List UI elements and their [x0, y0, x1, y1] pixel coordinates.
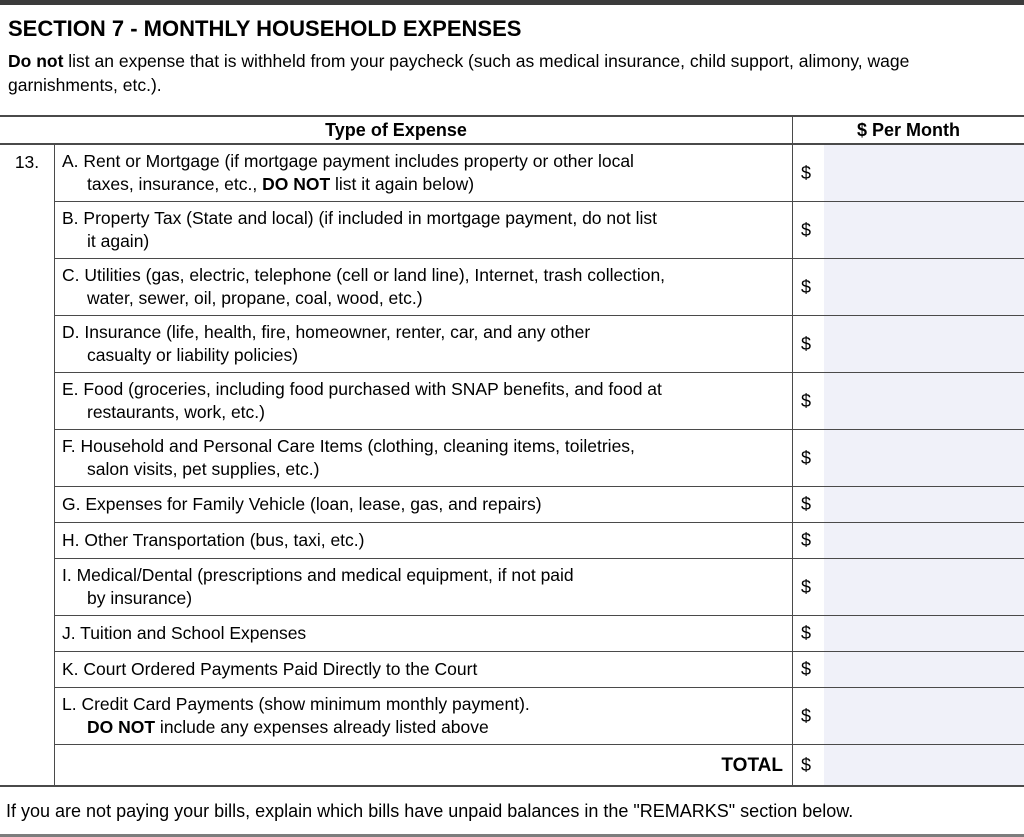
expense-row-J: J. Tuition and School Expenses $	[55, 616, 1024, 652]
expense-label-line: taxes, insurance, etc., DO NOT list it a…	[87, 174, 475, 194]
amount-cell-K: $	[792, 652, 1024, 687]
expense-row-K: K. Court Ordered Payments Paid Directly …	[55, 652, 1024, 688]
expense-label-K: K. Court Ordered Payments Paid Directly …	[55, 652, 792, 687]
expense-label-C: C. Utilities (gas, electric, telephone (…	[55, 259, 792, 315]
dollar-sign: $	[801, 219, 812, 240]
expense-label-line: L. Credit Card Payments (show minimum mo…	[62, 694, 530, 714]
expense-row-I: I. Medical/Dental (prescriptions and med…	[55, 559, 1024, 616]
amount-cell-B: $	[792, 202, 1024, 258]
dollar-sign: $	[801, 276, 812, 297]
expense-row-E: E. Food (groceries, including food purch…	[55, 373, 1024, 430]
expense-label-line: K. Court Ordered Payments Paid Directly …	[62, 659, 478, 679]
expense-label-line: by insurance)	[87, 588, 193, 608]
expense-label-G: G. Expenses for Family Vehicle (loan, le…	[55, 487, 792, 522]
footer-note: If you are not paying your bills, explai…	[6, 801, 854, 821]
amount-cell-J: $	[792, 616, 1024, 651]
expense-label-B: B. Property Tax (State and local) (if in…	[55, 202, 792, 258]
total-amount-cell: $	[792, 745, 1024, 785]
dollar-sign: $	[801, 530, 812, 550]
dollar-sign: $	[801, 705, 812, 726]
expense-label-line: DO NOT include any expenses already list…	[87, 717, 489, 737]
amount-cell-D: $	[792, 316, 1024, 372]
amount-field-F[interactable]	[824, 430, 1024, 486]
expense-label-line: it again)	[87, 231, 150, 251]
dollar-sign: $	[801, 576, 812, 597]
amount-field-D[interactable]	[824, 316, 1024, 372]
expense-label-H: H. Other Transportation (bus, taxi, etc.…	[55, 523, 792, 558]
amount-field-J[interactable]	[824, 616, 1024, 651]
amount-field-A[interactable]	[824, 145, 1024, 201]
expense-label-F: F. Household and Personal Care Items (cl…	[55, 430, 792, 486]
dollar-sign: $	[801, 754, 812, 775]
expense-row-F: F. Household and Personal Care Items (cl…	[55, 430, 1024, 487]
expense-label-line: A. Rent or Mortgage (if mortgage payment…	[62, 151, 634, 171]
expense-row-D: D. Insurance (life, health, fire, homeow…	[55, 316, 1024, 373]
total-row: TOTAL $	[55, 745, 1024, 785]
expense-label-line: casualty or liability policies)	[87, 345, 299, 365]
amount-cell-G: $	[792, 487, 1024, 522]
expense-rows: A. Rent or Mortgage (if mortgage payment…	[55, 145, 1024, 785]
expense-label-line: salon visits, pet supplies, etc.)	[87, 459, 320, 479]
expense-label-line: F. Household and Personal Care Items (cl…	[62, 436, 635, 456]
dollar-sign: $	[801, 659, 812, 679]
amount-field-I[interactable]	[824, 559, 1024, 615]
dollar-sign: $	[801, 494, 812, 514]
total-label: TOTAL	[721, 754, 783, 776]
section-divider-bottom	[0, 834, 1024, 837]
dollar-sign: $	[801, 162, 812, 183]
amount-cell-E: $	[792, 373, 1024, 429]
amount-field-G[interactable]	[824, 487, 1024, 522]
amount-field-C[interactable]	[824, 259, 1024, 315]
expense-label-line: H. Other Transportation (bus, taxi, etc.…	[62, 530, 365, 550]
amount-field-E[interactable]	[824, 373, 1024, 429]
dollar-sign: $	[801, 390, 812, 411]
table-header-row: Type of Expense $ Per Month	[0, 117, 1024, 145]
amount-field-H[interactable]	[824, 523, 1024, 558]
intro-rest-text: list an expense that is withheld from yo…	[8, 51, 910, 95]
intro-bold-text: Do not	[8, 51, 64, 71]
amount-field-L[interactable]	[824, 688, 1024, 744]
expense-label-line: E. Food (groceries, including food purch…	[62, 379, 662, 399]
expense-label-line: B. Property Tax (State and local) (if in…	[62, 208, 657, 228]
intro-paragraph: Do not list an expense that is withheld …	[8, 49, 988, 97]
item-number: 13.	[0, 145, 55, 785]
expense-row-H: H. Other Transportation (bus, taxi, etc.…	[55, 523, 1024, 559]
amount-cell-A: $	[792, 145, 1024, 201]
column-header-type-of-expense: Type of Expense	[325, 120, 467, 140]
amount-cell-F: $	[792, 430, 1024, 486]
expense-row-A: A. Rent or Mortgage (if mortgage payment…	[55, 145, 1024, 202]
page-title: SECTION 7 - MONTHLY HOUSEHOLD EXPENSES	[8, 16, 522, 41]
expense-label-J: J. Tuition and School Expenses	[55, 616, 792, 651]
expense-label-line: G. Expenses for Family Vehicle (loan, le…	[62, 494, 542, 514]
amount-cell-I: $	[792, 559, 1024, 615]
amount-cell-L: $	[792, 688, 1024, 744]
column-header-per-month: $ Per Month	[792, 117, 1024, 143]
expense-label-line: restaurants, work, etc.)	[87, 402, 265, 422]
expenses-table: Type of Expense $ Per Month 13. A. Rent …	[0, 115, 1024, 787]
expense-row-G: G. Expenses for Family Vehicle (loan, le…	[55, 487, 1024, 523]
expense-label-D: D. Insurance (life, health, fire, homeow…	[55, 316, 792, 372]
expense-label-I: I. Medical/Dental (prescriptions and med…	[55, 559, 792, 615]
expense-label-E: E. Food (groceries, including food purch…	[55, 373, 792, 429]
table-body: 13. A. Rent or Mortgage (if mortgage pay…	[0, 145, 1024, 785]
amount-cell-C: $	[792, 259, 1024, 315]
amount-cell-H: $	[792, 523, 1024, 558]
total-amount-field[interactable]	[824, 745, 1024, 785]
amount-field-B[interactable]	[824, 202, 1024, 258]
expense-label-line: J. Tuition and School Expenses	[62, 623, 307, 643]
amount-field-K[interactable]	[824, 652, 1024, 687]
expense-label-line: I. Medical/Dental (prescriptions and med…	[62, 565, 574, 585]
expense-row-L: L. Credit Card Payments (show minimum mo…	[55, 688, 1024, 745]
expense-label-line: D. Insurance (life, health, fire, homeow…	[62, 322, 591, 342]
expense-label-line: water, sewer, oil, propane, coal, wood, …	[87, 288, 423, 308]
dollar-sign: $	[801, 623, 812, 643]
dollar-sign: $	[801, 447, 812, 468]
expense-label-line: C. Utilities (gas, electric, telephone (…	[62, 265, 666, 285]
expense-label-A: A. Rent or Mortgage (if mortgage payment…	[55, 145, 792, 201]
expense-row-C: C. Utilities (gas, electric, telephone (…	[55, 259, 1024, 316]
expense-label-L: L. Credit Card Payments (show minimum mo…	[55, 688, 792, 744]
dollar-sign: $	[801, 333, 812, 354]
section-divider-top	[0, 0, 1024, 5]
expense-row-B: B. Property Tax (State and local) (if in…	[55, 202, 1024, 259]
